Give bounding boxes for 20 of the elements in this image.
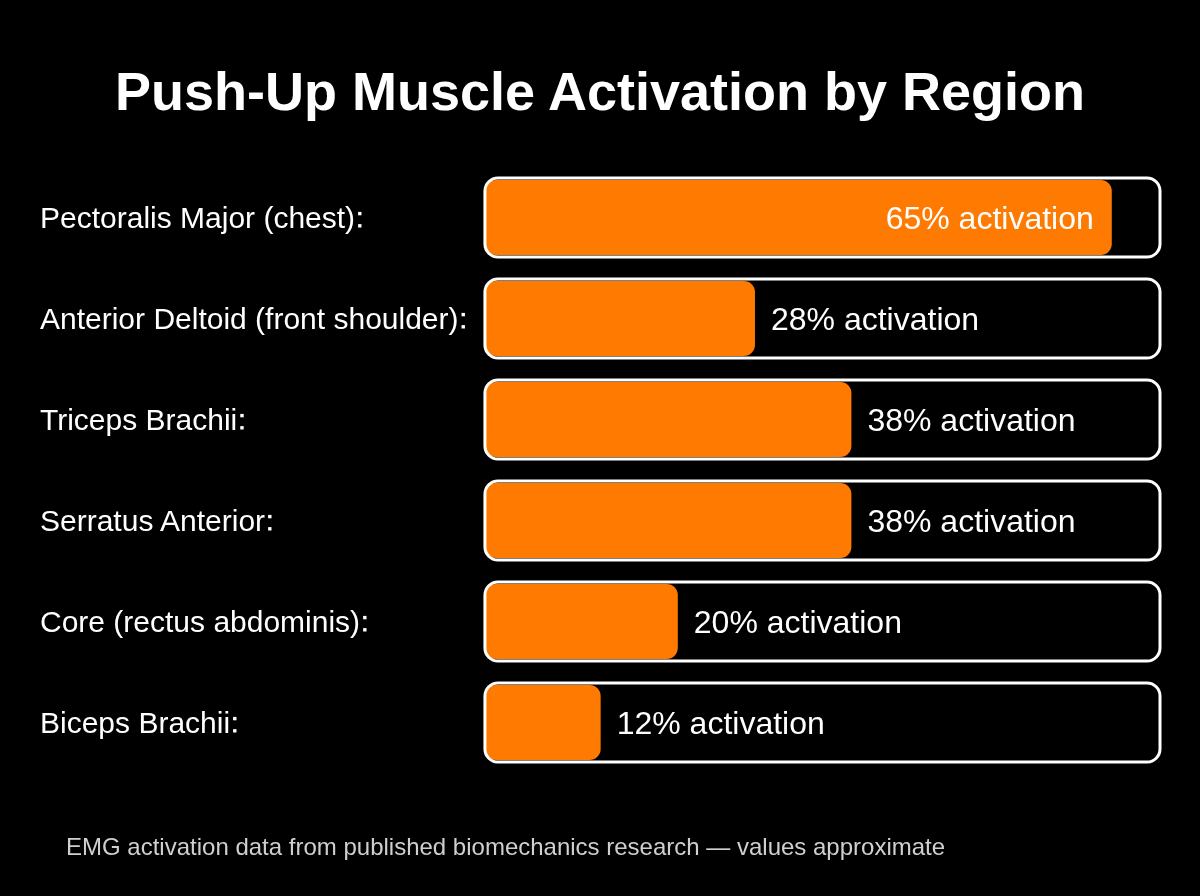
bar	[484, 685, 601, 760]
data-label: 65% activation	[885, 199, 1094, 236]
chart-title: Push-Up Muscle Activation by Region	[114, 61, 1086, 121]
data-label: 38% activation	[867, 401, 1076, 438]
data-label: 20% activation	[693, 603, 902, 640]
data-label: 38% activation	[867, 502, 1076, 539]
bar	[484, 281, 755, 356]
data-label: 28% activation	[770, 300, 980, 337]
bar	[484, 382, 852, 457]
bar	[484, 483, 852, 558]
y-tick-label: Serratus Anterior	[40, 503, 266, 537]
y-tick-label: Pectoralis Major (chest)	[40, 200, 356, 234]
text: EMG activation data from published biomechanics research — values approximate	[66, 833, 946, 860]
bar	[484, 584, 678, 659]
y-tick-label: Core (rectus abdominis)	[40, 604, 361, 638]
y-tick-label: Biceps Brachii	[40, 705, 231, 739]
y-tick-label: Triceps Brachii	[40, 402, 238, 436]
data-label: 12% activation	[616, 704, 825, 741]
y-tick-label: Anterior Deltoid (front shoulder)	[40, 301, 459, 335]
bar	[484, 180, 1112, 255]
